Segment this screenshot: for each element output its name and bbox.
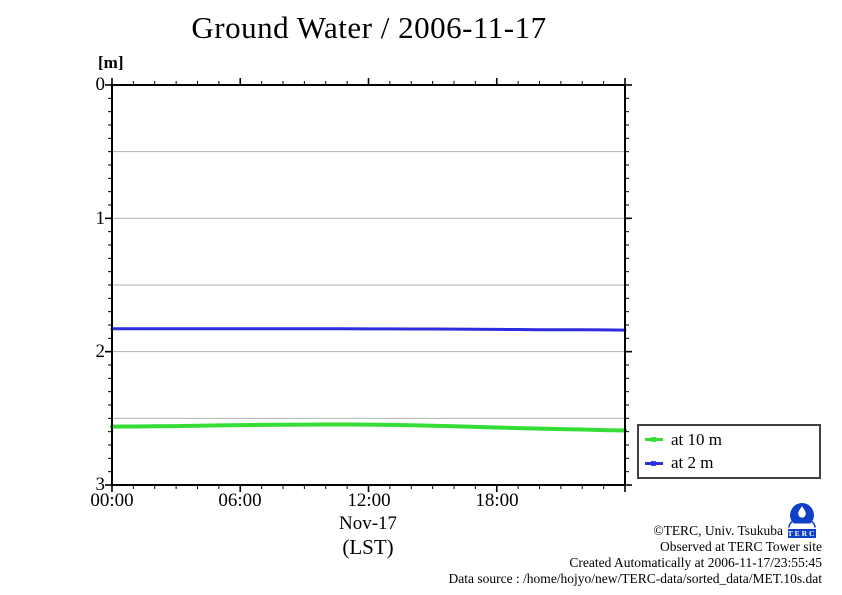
terc-logo: TERC bbox=[788, 503, 817, 538]
logo-band bbox=[788, 529, 816, 538]
chart-title: Ground Water / 2006-11-17 bbox=[191, 10, 547, 45]
legend-line-sample-green bbox=[645, 437, 663, 443]
legend-item-at-10m: at 10 m bbox=[639, 428, 819, 452]
legend: at 10 m at 2 m bbox=[637, 424, 821, 479]
y-tick-label-1: 1 bbox=[95, 208, 106, 229]
legend-line-sample-blue bbox=[645, 460, 663, 466]
legend-point-marker bbox=[651, 460, 656, 466]
x-tick-label-0600: 06:00 bbox=[218, 490, 262, 511]
series-line-at-10-m bbox=[110, 422, 627, 433]
logo-text: TERC bbox=[788, 529, 817, 538]
footer-datasource: Data source : /home/hojyo/new/TERC-data/… bbox=[448, 571, 822, 586]
x-tick-label-0000: 00:00 bbox=[90, 490, 134, 511]
x-axis-date-label: Nov-17 bbox=[338, 513, 398, 534]
footer-copyright: ©TERC, Univ. Tsukuba bbox=[653, 523, 783, 538]
legend-item-at-2m: at 2 m bbox=[639, 452, 819, 476]
legend-item-label: at 2 m bbox=[671, 453, 714, 473]
logo-water-drop bbox=[798, 506, 806, 518]
legend-point-marker bbox=[651, 437, 656, 443]
footer-observed: Observed at TERC Tower site bbox=[659, 539, 822, 554]
y-tick-label-0: 0 bbox=[95, 74, 106, 95]
logo-arc bbox=[788, 517, 816, 528]
y-axis-unit-label: [m] bbox=[98, 53, 124, 72]
legend-item-label: at 10 m bbox=[671, 429, 722, 449]
x-tick-label-1800: 18:00 bbox=[475, 490, 519, 511]
x-tick-label-1200: 12:00 bbox=[347, 490, 391, 511]
y-tick-label-3: 3 bbox=[95, 474, 106, 495]
y-tick-label-2: 2 bbox=[95, 341, 106, 362]
footer-created: Created Automatically at 2006-11-17/23:5… bbox=[569, 555, 822, 570]
series-line-at-2-m bbox=[110, 327, 627, 332]
x-axis-timezone-label: (LST) bbox=[342, 535, 394, 559]
